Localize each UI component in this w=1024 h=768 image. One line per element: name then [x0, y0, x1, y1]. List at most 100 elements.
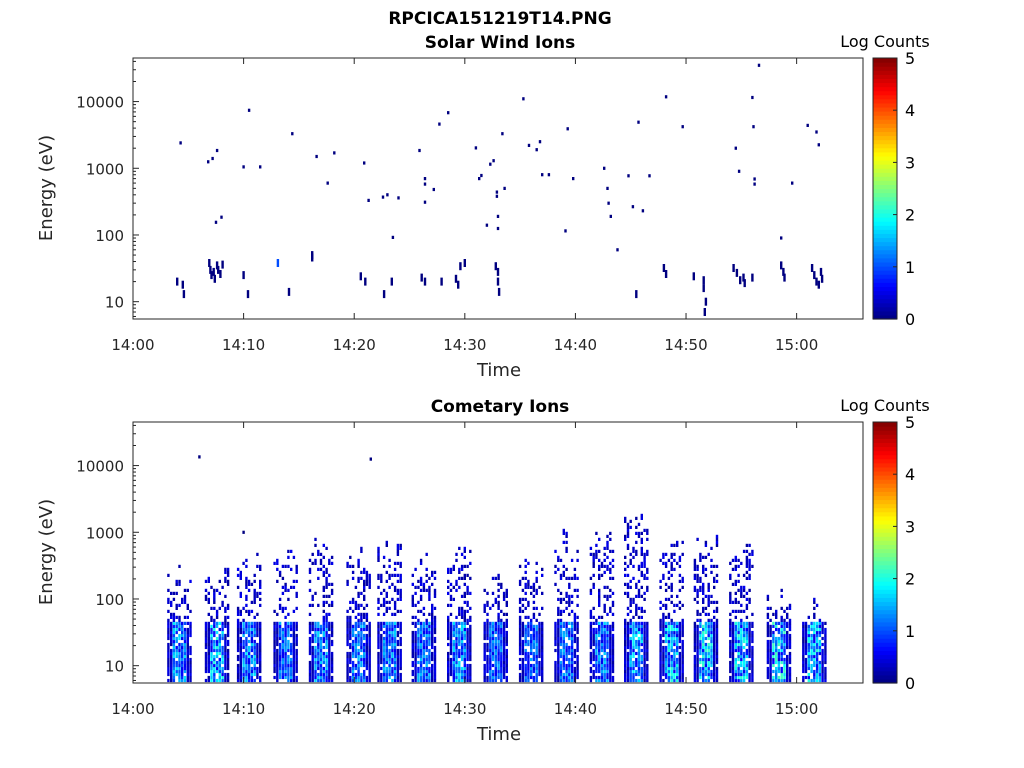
data-cell [629, 597, 632, 601]
data-cell [452, 675, 455, 680]
data-cell [696, 612, 699, 616]
data-cell [524, 597, 527, 601]
data-cell [807, 657, 810, 662]
data-cell [521, 588, 525, 592]
data-cell [308, 660, 312, 665]
data-cell [780, 660, 783, 665]
data-cell [433, 669, 437, 674]
data-cell [804, 621, 808, 625]
data-cell [662, 627, 665, 632]
data-cell [629, 609, 632, 613]
data-cell [554, 675, 557, 680]
data-cell [554, 633, 557, 638]
data-cell [715, 606, 719, 610]
data-cell [346, 675, 349, 680]
data-cell [693, 627, 697, 632]
data-cell [218, 636, 221, 641]
data-cell [455, 579, 458, 583]
data-cell [213, 588, 216, 592]
data-cell [598, 615, 601, 619]
data-cell [393, 606, 397, 610]
data-cell [236, 618, 240, 622]
data-cell [598, 597, 601, 601]
data-cell [284, 624, 287, 628]
data-cell [518, 633, 522, 638]
data-cell [377, 546, 380, 550]
data-cell [573, 633, 577, 638]
data-cell [452, 621, 455, 625]
data-cell [505, 657, 508, 662]
data-cell [360, 591, 363, 595]
data-cell [218, 663, 221, 668]
data-cell [502, 648, 506, 653]
data-cell [713, 630, 716, 635]
data-cell [276, 567, 279, 571]
data-cell [393, 678, 397, 683]
data-cell [388, 573, 391, 577]
data-cell [284, 606, 287, 610]
data-cell [414, 642, 417, 647]
data-cell [463, 546, 466, 550]
data-cell [786, 636, 789, 641]
data-cell [218, 633, 221, 638]
data-cell [640, 516, 643, 520]
data-cell [777, 636, 781, 641]
data-cell [659, 636, 662, 641]
data-cell [576, 654, 579, 659]
data-cell [210, 618, 213, 622]
data-cell [210, 672, 213, 677]
data-cell [239, 663, 242, 668]
data-cell [328, 654, 331, 659]
data-cell [715, 675, 719, 680]
data-cell [183, 621, 187, 625]
data-cell [775, 645, 778, 650]
data-cell [748, 561, 751, 565]
data-cell [626, 528, 630, 532]
data-cell [170, 663, 173, 668]
data-cell [559, 648, 563, 653]
data-cell [325, 663, 328, 668]
data-cell [524, 624, 527, 628]
data-cell [167, 651, 170, 656]
data-cell [213, 642, 216, 647]
data-cell [606, 657, 609, 662]
data-cell [292, 636, 296, 641]
data-cell [775, 612, 778, 616]
data-cell [600, 672, 604, 677]
data-cell [815, 621, 819, 625]
data-cell [702, 276, 705, 285]
data-cell [433, 654, 437, 659]
data-cell [349, 660, 352, 665]
data-cell [489, 666, 492, 671]
data-cell [704, 672, 708, 677]
data-cell [469, 639, 472, 644]
data-cell [643, 657, 646, 662]
data-cell [186, 630, 189, 635]
data-cell [626, 624, 630, 628]
data-cell [259, 666, 262, 671]
data-cell [186, 672, 189, 677]
data-cell [382, 675, 386, 680]
data-cell [330, 642, 334, 647]
data-cell [573, 624, 577, 628]
data-cell [281, 564, 285, 568]
data-cell [693, 672, 697, 677]
data-cell [170, 675, 173, 680]
data-cell [729, 576, 732, 580]
data-cell [715, 564, 719, 568]
data-cell [242, 165, 245, 169]
y-tick-label: 10000 [76, 458, 124, 476]
data-cell [678, 657, 682, 662]
data-cell [640, 609, 643, 613]
data-cell [213, 633, 216, 638]
data-cell [643, 642, 646, 647]
data-cell [314, 660, 317, 665]
data-cell [538, 651, 541, 656]
data-cell [170, 678, 173, 683]
colorbar-tick-label: 4 [905, 465, 915, 484]
data-cell [659, 663, 662, 668]
data-cell [469, 627, 472, 632]
data-cell [391, 639, 394, 644]
data-cell [354, 639, 358, 644]
data-cell [637, 588, 641, 592]
